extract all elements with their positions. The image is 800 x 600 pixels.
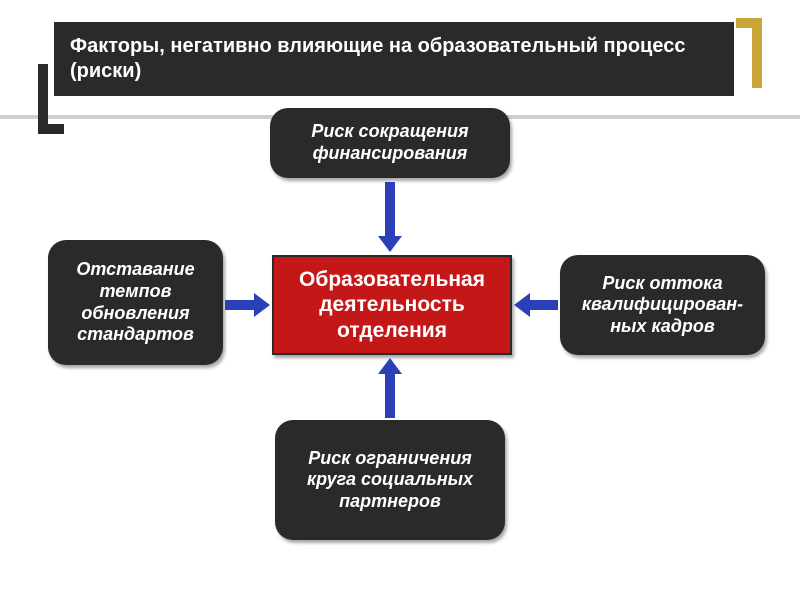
page-title: Факторы, негативно влияющие на образоват…: [54, 22, 734, 96]
bracket-right: [736, 18, 762, 88]
arrow-bottom: [378, 358, 402, 418]
risk-node-bottom-label: Риск ограничения круга социальных партне…: [289, 448, 491, 513]
center-box: Образовательная деятельность отделения: [272, 255, 512, 355]
arrow-top: [378, 182, 402, 252]
arrow-left: [225, 293, 270, 317]
risk-node-right-label: Риск оттока квалифицирован-ных кадров: [574, 273, 751, 338]
arrow-right: [514, 293, 558, 317]
risk-node-top: Риск сокращения финансирования: [270, 108, 510, 178]
risk-node-left: Отставание темпов обновления стандартов: [48, 240, 223, 365]
risk-node-left-label: Отставание темпов обновления стандартов: [62, 259, 209, 345]
risk-node-right: Риск оттока квалифицирован-ных кадров: [560, 255, 765, 355]
risk-node-bottom: Риск ограничения круга социальных партне…: [275, 420, 505, 540]
center-box-label: Образовательная деятельность отделения: [274, 267, 510, 343]
risk-node-top-label: Риск сокращения финансирования: [284, 121, 496, 164]
bracket-left: [38, 64, 64, 134]
